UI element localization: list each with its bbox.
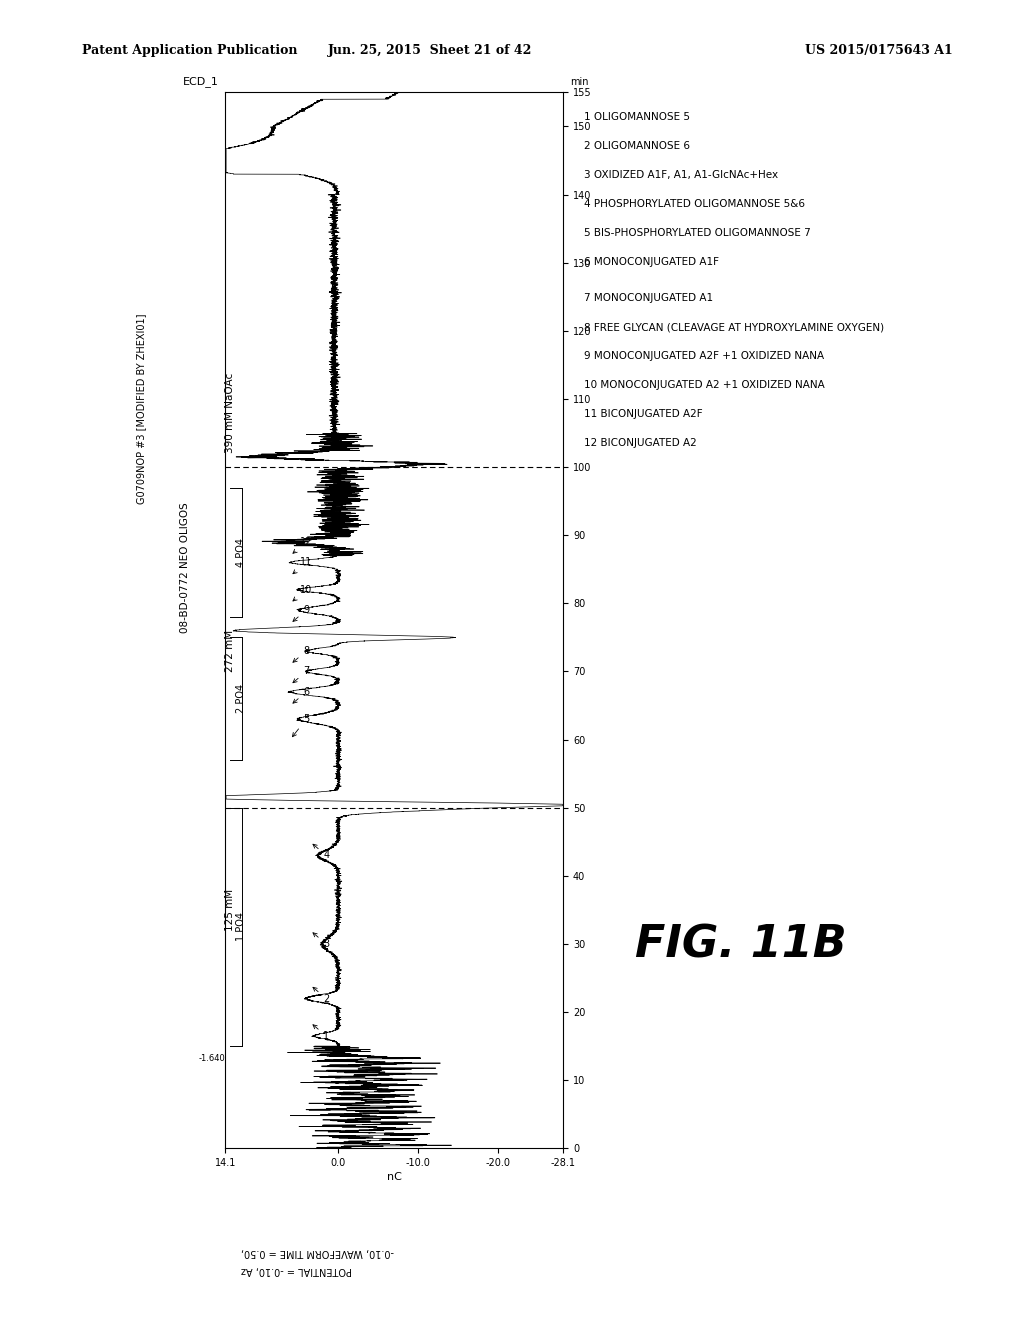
Text: 08-BD-0772 NEO OLIGOS: 08-BD-0772 NEO OLIGOS bbox=[180, 502, 189, 634]
Text: 3 OXIDIZED A1F, A1, A1-GlcNAc+Hex: 3 OXIDIZED A1F, A1, A1-GlcNAc+Hex bbox=[584, 170, 778, 181]
Text: 2: 2 bbox=[313, 987, 330, 1003]
Text: 11: 11 bbox=[293, 557, 312, 574]
Text: 272 mM: 272 mM bbox=[225, 630, 236, 672]
Text: 1 PO4: 1 PO4 bbox=[237, 912, 246, 941]
X-axis label: nC: nC bbox=[387, 1172, 401, 1183]
Text: 4 PHOSPHORYLATED OLIGOMANNOSE 5&6: 4 PHOSPHORYLATED OLIGOMANNOSE 5&6 bbox=[584, 199, 805, 210]
Text: Jun. 25, 2015  Sheet 21 of 42: Jun. 25, 2015 Sheet 21 of 42 bbox=[328, 44, 532, 57]
Text: 6: 6 bbox=[293, 686, 309, 704]
Text: 12 BICONJUGATED A2: 12 BICONJUGATED A2 bbox=[584, 438, 696, 449]
Text: 6 MONOCONJUGATED A1F: 6 MONOCONJUGATED A1F bbox=[584, 257, 719, 268]
Text: ECD_1: ECD_1 bbox=[182, 77, 218, 87]
Text: 1: 1 bbox=[313, 1024, 330, 1041]
Text: 4 PO4: 4 PO4 bbox=[237, 537, 246, 566]
Text: G0709NOP #3 [MODIFIED BY ZHEXI01]: G0709NOP #3 [MODIFIED BY ZHEXI01] bbox=[136, 314, 145, 504]
Text: POTENTIAL = -0.10, Az: POTENTIAL = -0.10, Az bbox=[241, 1265, 351, 1275]
Text: -1.640: -1.640 bbox=[199, 1055, 225, 1063]
Text: 3: 3 bbox=[313, 933, 330, 949]
Text: 9: 9 bbox=[293, 605, 309, 622]
Text: 1 OLIGOMANNOSE 5: 1 OLIGOMANNOSE 5 bbox=[584, 112, 690, 123]
Text: Patent Application Publication: Patent Application Publication bbox=[82, 44, 297, 57]
Text: 8: 8 bbox=[293, 645, 309, 663]
Text: 10: 10 bbox=[293, 585, 312, 601]
Text: 2 PO4: 2 PO4 bbox=[237, 684, 246, 713]
Text: 5 BIS-PHOSPHORYLATED OLIGOMANNOSE 7: 5 BIS-PHOSPHORYLATED OLIGOMANNOSE 7 bbox=[584, 228, 810, 239]
Text: 10 MONOCONJUGATED A2 +1 OXIDIZED NANA: 10 MONOCONJUGATED A2 +1 OXIDIZED NANA bbox=[584, 380, 824, 391]
Text: -0.10, WAVEFORM TIME = 0.50,: -0.10, WAVEFORM TIME = 0.50, bbox=[241, 1247, 394, 1258]
Text: min: min bbox=[570, 77, 589, 87]
Text: 9 MONOCONJUGATED A2F +1 OXIDIZED NANA: 9 MONOCONJUGATED A2F +1 OXIDIZED NANA bbox=[584, 351, 823, 362]
Text: 125 mM: 125 mM bbox=[225, 888, 236, 931]
Text: 5: 5 bbox=[293, 714, 309, 737]
Text: 390 mM NaOAc: 390 mM NaOAc bbox=[225, 372, 236, 453]
Text: 7 MONOCONJUGATED A1: 7 MONOCONJUGATED A1 bbox=[584, 293, 713, 304]
Text: 7: 7 bbox=[293, 667, 309, 682]
Text: FIG. 11B: FIG. 11B bbox=[635, 924, 847, 968]
Text: 2 OLIGOMANNOSE 6: 2 OLIGOMANNOSE 6 bbox=[584, 141, 690, 152]
Text: 8 FREE GLYCAN (CLEAVAGE AT HYDROXYLAMINE OXYGEN): 8 FREE GLYCAN (CLEAVAGE AT HYDROXYLAMINE… bbox=[584, 322, 884, 333]
Text: US 2015/0175643 A1: US 2015/0175643 A1 bbox=[805, 44, 952, 57]
Text: 11 BICONJUGATED A2F: 11 BICONJUGATED A2F bbox=[584, 409, 702, 420]
Text: 4: 4 bbox=[313, 845, 330, 861]
Text: 12: 12 bbox=[293, 537, 312, 553]
